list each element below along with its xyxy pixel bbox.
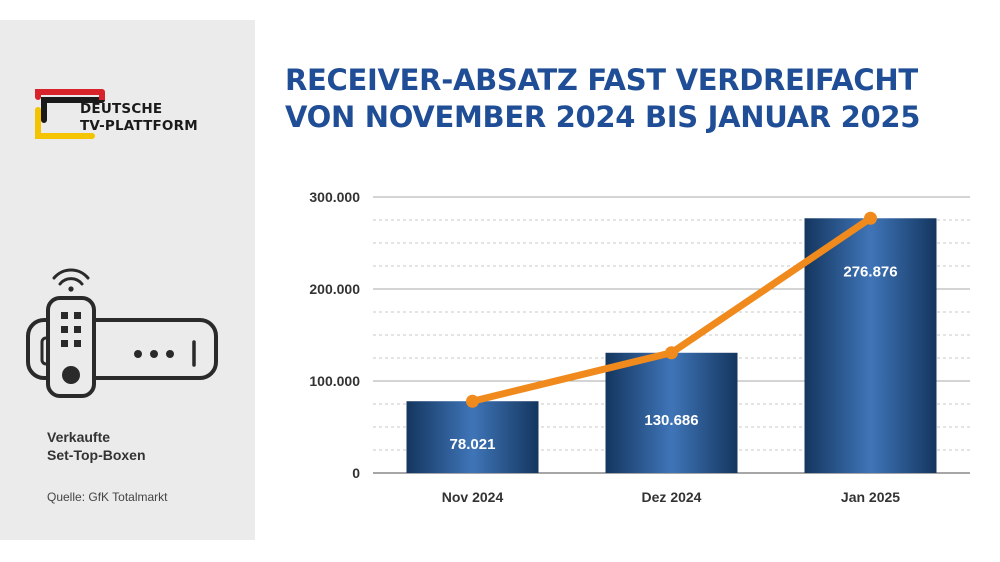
- bar-line-chart: 0 100.000 200.000 300.000 78.021 130.686 276.…: [309, 189, 970, 505]
- x-tick-label: Nov 2024: [442, 489, 504, 505]
- bar-nov-2024: [406, 401, 539, 473]
- brand-line-2: TV-PLATTFORM: [80, 118, 198, 134]
- brand-line-1: DEUTSCHE: [80, 101, 163, 117]
- y-tick-label: 100.000: [309, 373, 360, 389]
- brand-name: DEUTSCHE TV-PLATTFORM: [80, 101, 198, 135]
- y-axis: 0 100.000 200.000 300.000: [309, 189, 360, 481]
- bar-series: [406, 218, 937, 473]
- bar-dez-2024: [605, 352, 738, 473]
- deutsche-tv-plattform-logo: [35, 89, 105, 139]
- bar-value-label: 130.686: [644, 412, 698, 429]
- trend-point: [864, 211, 877, 225]
- value-labels: 78.021 130.686 276.876: [450, 263, 898, 453]
- trend-point: [665, 346, 678, 360]
- caption-line-1: Verkaufte: [47, 429, 111, 445]
- source-note: Quelle: GfK Totalmarkt: [47, 490, 168, 504]
- y-tick-label: 300.000: [309, 189, 360, 205]
- y-tick-label: 0: [352, 465, 360, 481]
- chart-title-line-2: VON NOVEMBER 2024 BIS JANUAR 2025: [285, 100, 921, 134]
- chart-title: RECEIVER-ABSATZ FAST VERDREIFACHT VON NO…: [285, 62, 985, 136]
- set-top-box-remote-wifi-icon: [26, 268, 218, 398]
- trend-line-series: [466, 211, 877, 408]
- y-tick-label: 200.000: [309, 281, 360, 297]
- chart-title-line-1: RECEIVER-ABSATZ FAST VERDREIFACHT: [285, 63, 918, 97]
- caption-line-2: Set-Top-Boxen: [47, 447, 146, 463]
- bar-jan-2025: [804, 218, 937, 473]
- bar-value-label: 276.876: [843, 263, 897, 280]
- chart-caption: Verkaufte Set-Top-Boxen: [47, 428, 146, 464]
- x-tick-label: Jan 2025: [841, 489, 900, 505]
- x-axis: Nov 2024 Dez 2024 Jan 2025: [442, 489, 901, 505]
- bar-value-label: 78.021: [450, 436, 496, 453]
- x-tick-label: Dez 2024: [642, 489, 702, 505]
- trend-point: [466, 394, 479, 408]
